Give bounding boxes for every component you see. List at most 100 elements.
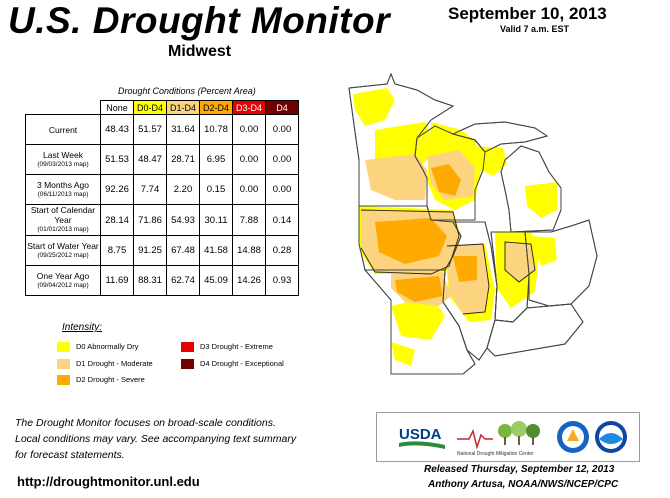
table-cell: 0.00 [232,114,266,145]
row-label-text: 3 Months Ago [37,179,89,190]
map-title: U.S. Drought Monitor [8,0,390,41]
release-date: Released Thursday, September 12, 2013 [424,464,615,475]
row-label-text: Start of Calendar Year [30,205,96,225]
table-cell: 0.28 [265,235,299,266]
ndmc-logo-text: National Drought Mitigation Center [457,451,534,457]
table-cell: 92.26 [100,174,134,205]
drought-conditions-table: None D0-D4 D1-D4 D2-D4 D3-D4 D4 Current 4… [25,100,299,296]
legend-item-d3: D3 Drought - Extreme [181,342,273,353]
row-label-text: One Year Ago [36,270,90,281]
table-cell: 7.74 [133,174,167,205]
table-row: Start of Calendar Year (01/01/2013 map) 28… [25,204,299,236]
table-cell: 45.09 [199,265,233,296]
table-cell: 31.64 [166,114,200,145]
table-cell: 0.00 [232,174,266,205]
midwest-drought-map [348,72,598,375]
legend-swatch [181,359,194,370]
usda-logo: USDA [399,426,445,449]
legend-label: D2 Drought - Severe [76,375,145,384]
table-caption: Drought Conditions (Percent Area) [118,86,256,96]
table-cell: 54.93 [166,204,200,236]
disclaimer-note: The Drought Monitor focuses on broad-sca… [15,415,345,463]
legend-swatch [181,342,194,353]
map-date: September 10, 2013 [448,4,607,23]
table-cell: 0.00 [265,144,299,175]
table-row: 3 Months Ago (06/11/2013 map) 92.26 7.74 2.2… [25,174,299,205]
table-cell: 2.20 [166,174,200,205]
row-label: Current [25,114,101,145]
table-cell: 51.57 [133,114,167,145]
table-cell: 0.00 [265,114,299,145]
d2-severe-drought-areas [375,164,477,302]
row-label: Start of Water Year (09/25/2012 map) [25,235,101,266]
note-line-2: Local conditions may vary. See accompany… [15,433,297,445]
table-cell: 41.58 [199,235,233,266]
row-label: Last Week (09/03/2013 map) [25,144,101,175]
table-corner [26,101,101,115]
table-cell: 0.14 [265,204,299,236]
region-name: Midwest [168,43,232,60]
table-cell: 71.86 [133,204,167,236]
table-cell: 11.69 [100,265,134,296]
table-cell: 48.47 [133,144,167,175]
usda-logo-text: USDA [399,426,442,443]
legend-label: D3 Drought - Extreme [200,342,273,351]
legend-label: D0 Abnormally Dry [76,342,139,351]
table-cell: 0.00 [265,174,299,205]
ndmc-logo: National Drought Mitigation Center [457,421,540,457]
valid-time: Valid 7 a.m. EST [500,24,570,34]
legend-label: D4 Drought - Exceptional [200,359,284,368]
row-label-date: (09/04/2012 map) [37,281,89,289]
row-label-date: (09/03/2013 map) [37,160,89,168]
table-cell: 48.43 [100,114,134,145]
note-line-3: for forecast statements. [15,449,125,461]
row-label: Start of Calendar Year (01/01/2013 map) [25,204,101,236]
table-cell: 6.95 [199,144,233,175]
agency-logos: USDA National Drought Mitigation Center [399,421,627,457]
col-header-none: None [100,100,134,115]
table-cell: 10.78 [199,114,233,145]
legend-swatch [57,375,70,386]
row-label-text: Last Week [42,149,83,160]
table-cell: 62.74 [166,265,200,296]
row-label-text: Current [48,124,78,135]
table-cell: 28.14 [100,204,134,236]
col-header-d1-d4: D1-D4 [166,100,200,115]
table-cell: 88.31 [133,265,167,296]
legend-swatch [57,359,70,370]
table-cell: 28.71 [166,144,200,175]
table-cell: 91.25 [133,235,167,266]
legend-item-d2: D2 Drought - Severe [57,375,145,386]
state-borders [348,72,598,375]
table-cell: 30.11 [199,204,233,236]
website-link[interactable]: http://droughtmonitor.unl.edu [17,474,200,489]
row-label-date: (09/25/2012 map) [37,251,89,259]
col-header-d3-d4: D3-D4 [232,100,266,115]
col-header-d0-d4: D0-D4 [133,100,167,115]
col-header-d4: D4 [265,100,299,115]
table-cell: 0.00 [232,144,266,175]
author-credit: Anthony Artusa, NOAA/NWS/NCEP/CPC [428,479,619,490]
col-header-d2-d4: D2-D4 [199,100,233,115]
row-label-date: (06/11/2013 map) [37,190,89,198]
table-cell: 14.26 [232,265,266,296]
table-cell: 0.15 [199,174,233,205]
table-row: One Year Ago (09/04/2012 map) 11.69 88.31 62… [25,265,299,296]
agency-logos-panel: USDA National Drought Mitigation Center [376,412,640,462]
legend-item-d1: D1 Drought - Moderate [57,359,153,370]
row-label-date: (01/01/2013 map) [37,226,89,233]
legend-label: D1 Drought - Moderate [76,359,153,368]
table-cell: 67.48 [166,235,200,266]
table-cell: 14.88 [232,235,266,266]
row-label: 3 Months Ago (06/11/2013 map) [25,174,101,205]
table-cell: 51.53 [100,144,134,175]
row-label-text: Start of Water Year [27,240,99,251]
legend-title: Intensity: [62,322,103,333]
table-cell: 7.88 [232,204,266,236]
noaa-seal [595,421,627,453]
row-label: One Year Ago (09/04/2012 map) [25,265,101,296]
legend-item-d0: D0 Abnormally Dry [57,342,139,353]
table-row: Start of Water Year (09/25/2012 map) 8.75 9… [25,235,299,266]
note-line-1: The Drought Monitor focuses on broad-sca… [15,417,276,429]
table-cell: 8.75 [100,235,134,266]
